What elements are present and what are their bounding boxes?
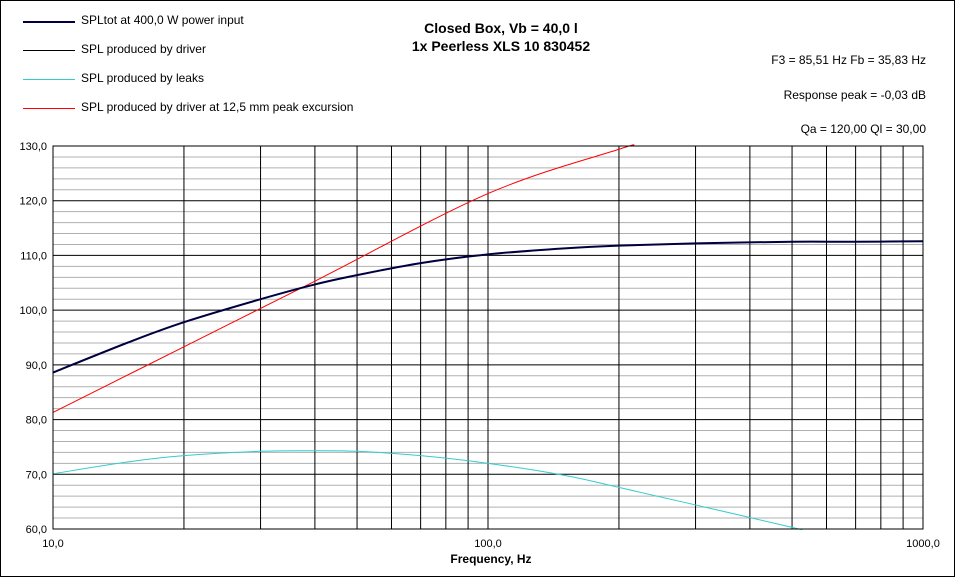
x-tick-label: 100,0 — [474, 538, 502, 550]
legend-swatch-excursion — [23, 108, 75, 109]
x-tick-label: 1000,0 — [906, 538, 940, 550]
y-tick-label: 90,0 — [26, 360, 47, 372]
y-tick-label: 130,0 — [19, 141, 47, 153]
legend-label-driver: SPL produced by driver — [81, 42, 206, 56]
legend-label-leaks: SPL produced by leaks — [81, 71, 204, 85]
y-tick-label: 120,0 — [19, 196, 47, 208]
y-tick-label: 80,0 — [26, 415, 47, 427]
x-axis-label: Frequency, Hz — [450, 552, 532, 566]
info-qa-ql: Qa = 120,00 Ql = 30,00 — [800, 122, 926, 136]
series-line-leaks — [52, 450, 803, 531]
legend-swatch-leaks — [23, 79, 75, 80]
series-line-excursion — [52, 144, 635, 413]
chart-title: Closed Box, Vb = 40,0 l — [424, 20, 578, 36]
y-tick-label: 110,0 — [20, 250, 47, 262]
legend-swatch-driver — [23, 50, 75, 51]
chart-subtitle: 1x Peerless XLS 10 830452 — [411, 38, 591, 54]
y-tick-label: 60,0 — [26, 524, 47, 536]
y-tick-label: 70,0 — [26, 469, 47, 481]
x-tick-label: 10,0 — [42, 538, 63, 550]
info-response-peak: Response peak = -0,03 dB — [783, 88, 926, 102]
y-tick-label: 100,0 — [19, 305, 47, 317]
info-f3-fb: F3 = 85,51 Hz Fb = 35,83 Hz — [771, 53, 926, 67]
series-line-spltot — [52, 240, 924, 374]
legend-label-excursion: SPL produced by driver at 12,5 mm peak e… — [81, 100, 354, 114]
legend-label-spltot: SPLtot at 400,0 W power input — [81, 13, 244, 27]
legend-swatch-spltot — [23, 21, 75, 23]
